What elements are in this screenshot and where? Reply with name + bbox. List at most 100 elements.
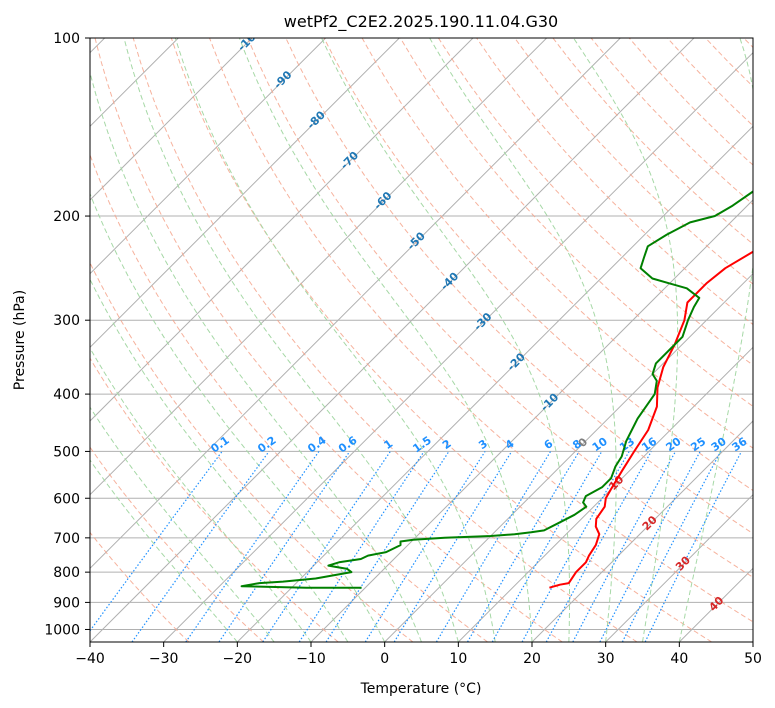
moist-adiabat-line	[90, 459, 238, 642]
isotherm-label: 40	[706, 594, 726, 614]
y-tick-label: 400	[53, 387, 80, 403]
isotherm-line	[384, 272, 753, 642]
x-tick-label: 10	[449, 651, 467, 667]
isotherm-label: -100	[235, 25, 264, 54]
isotherm-line	[678, 567, 753, 642]
x-tick-label: 30	[597, 651, 615, 667]
y-tick-label: 900	[53, 595, 80, 611]
mixing-ratio-lines	[90, 451, 743, 642]
mixing-ratio-line	[599, 451, 701, 642]
x-axis-ticks: −40 −30 −20 −10 0 10 20 30 40 50	[75, 642, 762, 667]
isotherm-line	[90, 38, 400, 349]
isotherm-line	[310, 199, 753, 642]
y-tick-label: 600	[53, 491, 80, 507]
isotherm-line	[90, 38, 253, 201]
isotherm-label: -20	[505, 350, 528, 373]
dry-adiabat-line	[399, 38, 753, 408]
dry-adiabat-line	[170, 38, 712, 642]
dewpoint-line	[240, 190, 753, 589]
mixing-ratio-label: 0.1	[208, 434, 231, 456]
isotherm-label: -60	[371, 189, 394, 212]
isotherm-line	[90, 38, 621, 570]
y-tick-label: 500	[53, 444, 80, 460]
mixing-ratio-line	[131, 451, 270, 642]
x-tick-label: −20	[223, 651, 253, 667]
moist-adiabat-line	[429, 38, 617, 642]
mixing-ratio-line	[325, 451, 450, 642]
y-tick-label: 300	[53, 313, 80, 329]
mixing-ratio-line	[218, 451, 351, 642]
dry-adiabat-line	[705, 38, 753, 88]
mixing-ratio-line	[521, 451, 630, 642]
isotherm-line	[605, 493, 753, 642]
isotherm-label: 30	[673, 553, 693, 573]
isotherm-label: 20	[640, 513, 660, 533]
plot-area: 0.1 0.2 0.4 0.6 1 1.5 2 3 4 6 8 10 13 16 20 25 30 36-100-…	[90, 25, 753, 642]
isotherm-line	[457, 346, 753, 642]
isotherm-line	[90, 38, 695, 642]
x-tick-label: 20	[523, 651, 541, 667]
mixing-ratio-label: 0.6	[336, 433, 360, 455]
dry-adiabat-line	[514, 38, 753, 285]
temperature-line	[549, 250, 753, 589]
isotherm-label: -90	[271, 68, 294, 91]
mixing-ratio-label: 4	[503, 437, 517, 452]
dry-adiabat-line	[590, 38, 753, 206]
mixing-ratio-label: 1.5	[410, 434, 433, 456]
y-axis-label: Pressure (hPa)	[12, 290, 28, 390]
mixing-ratio-line	[90, 451, 223, 632]
isotherm-line	[90, 38, 474, 422]
dry-adiabat-line	[132, 38, 638, 642]
mixing-ratio-line	[364, 451, 486, 642]
mixing-ratio-line	[185, 451, 320, 642]
dry-adiabat-line	[667, 38, 753, 127]
isotherm-line	[752, 641, 753, 642]
dry-adiabat-line	[209, 38, 753, 623]
plot-frame	[89, 37, 754, 643]
isotherm-line	[236, 125, 753, 642]
moist-adiabat-line	[90, 278, 349, 642]
isotherm-label: -70	[338, 149, 361, 172]
moist-adiabat-line	[573, 38, 679, 642]
mixing-ratio-line	[621, 451, 722, 642]
mixing-ratio-line	[262, 451, 391, 642]
isotherm-line	[90, 38, 548, 496]
mixing-ratio-line	[435, 451, 552, 642]
mixing-ratio-line	[393, 451, 513, 642]
dry-adiabat-lines	[90, 38, 753, 642]
mixing-ratio-line	[466, 451, 580, 642]
x-tick-label: −10	[296, 651, 326, 667]
dry-adiabat-line	[94, 38, 563, 642]
moist-adiabat-line	[90, 347, 312, 642]
x-tick-label: 0	[380, 651, 389, 667]
x-axis-label: Temperature (°C)	[360, 681, 482, 697]
mixing-ratio-line	[545, 451, 652, 642]
dry-adiabat-line	[743, 38, 753, 49]
x-tick-label: −30	[149, 651, 179, 667]
y-tick-label: 200	[53, 209, 80, 225]
y-tick-label: 100	[53, 31, 80, 47]
y-tick-label: 800	[53, 565, 80, 581]
moist-adiabat-line	[90, 406, 275, 642]
moist-adiabat-line	[90, 70, 422, 642]
mixing-ratio-label: 0.4	[305, 433, 329, 455]
isotherm-line	[90, 38, 327, 275]
moist-adiabat-line	[238, 38, 533, 642]
x-tick-label: −40	[75, 651, 105, 667]
y-tick-label: 700	[53, 531, 80, 547]
moist-adiabat-line	[123, 38, 459, 642]
x-tick-label: 40	[670, 651, 688, 667]
chart-title: wetPf2_C2E2.2025.190.11.04.G30	[284, 12, 558, 32]
dry-adiabat-line	[247, 38, 753, 578]
x-tick-label: 50	[744, 651, 762, 667]
moist-adiabat-line	[174, 38, 496, 642]
isotherm-line	[531, 420, 753, 642]
dry-adiabat-line	[90, 261, 414, 642]
isotherm-line	[163, 51, 753, 642]
mixing-ratio-line	[572, 451, 677, 642]
mixing-ratio-line	[298, 451, 425, 642]
dry-adiabat-line	[90, 153, 488, 642]
mixing-ratio-line	[644, 451, 743, 642]
isotherm-label: -30	[471, 310, 494, 333]
